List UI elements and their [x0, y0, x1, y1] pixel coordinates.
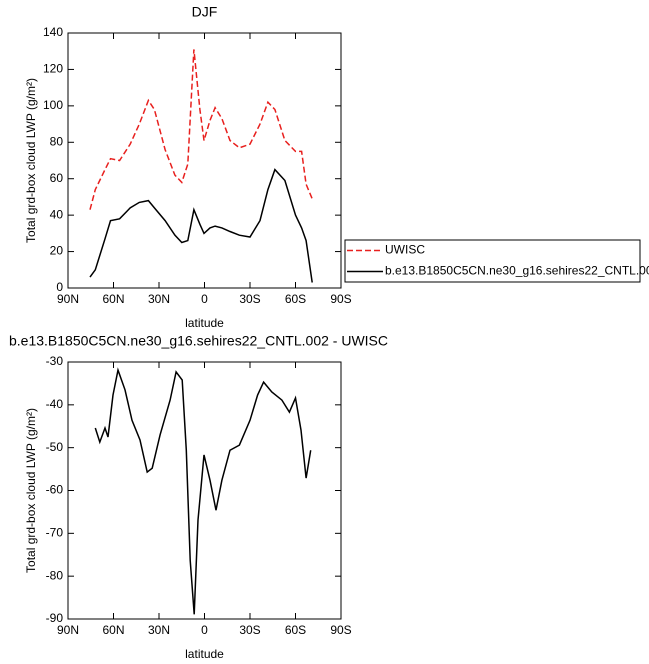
y-tick-label: -90: [46, 611, 64, 625]
y-tick-label: -80: [46, 568, 64, 582]
x-tick-label: 30S: [239, 623, 260, 637]
y-tick-label: -60: [46, 483, 64, 497]
legend-label: UWISC: [385, 243, 425, 257]
y-tick-label: 80: [50, 134, 64, 148]
x-tick-label: 30N: [148, 623, 170, 637]
y-tick-label: 0: [56, 280, 63, 294]
x-axis-label: latitude: [185, 316, 224, 330]
x-tick-label: 0: [201, 623, 208, 637]
plot-frame: [67, 32, 342, 289]
x-tick-label: 90N: [57, 623, 79, 637]
x-tick-label: 60S: [285, 292, 306, 306]
plot-frame: [67, 361, 342, 620]
x-tick-label: 30S: [239, 292, 260, 306]
y-tick-label: -70: [46, 526, 64, 540]
data-line: [89, 168, 313, 283]
y-tick-label: 20: [50, 244, 64, 258]
y-tick-label: 100: [43, 98, 63, 112]
x-tick-label: 30N: [148, 292, 170, 306]
legend-box: [344, 239, 641, 283]
chart-title: b.e13.B1850C5CN.ne30_g16.sehires22_CNTL.…: [9, 333, 388, 349]
x-axis-label: latitude: [185, 647, 224, 661]
x-tick-label: 90S: [330, 292, 351, 306]
y-tick-label: 120: [43, 62, 63, 76]
x-tick-label: 60S: [285, 623, 306, 637]
data-line: [94, 367, 312, 615]
y-tick-label: -30: [46, 354, 64, 368]
y-tick-label: 40: [50, 207, 64, 221]
y-axis-label: Total grd-box cloud LWP (g/m²): [24, 408, 38, 573]
y-tick-label: 140: [43, 25, 63, 39]
y-tick-label: -40: [46, 397, 64, 411]
x-tick-label: 90N: [57, 292, 79, 306]
y-tick-label: 60: [50, 171, 64, 185]
x-tick-label: 0: [201, 292, 208, 306]
legend-label: b.e13.B1850C5CN.ne30_g16.sehires22_CNTL.…: [385, 264, 649, 278]
data-line: [89, 49, 313, 210]
y-axis-label: Total grd-box cloud LWP (g/m²): [24, 78, 38, 243]
chart-title: DJF: [192, 4, 218, 20]
x-tick-label: 60N: [102, 292, 124, 306]
x-tick-label: 60N: [102, 623, 124, 637]
y-tick-label: -50: [46, 440, 64, 454]
x-tick-label: 90S: [330, 623, 351, 637]
